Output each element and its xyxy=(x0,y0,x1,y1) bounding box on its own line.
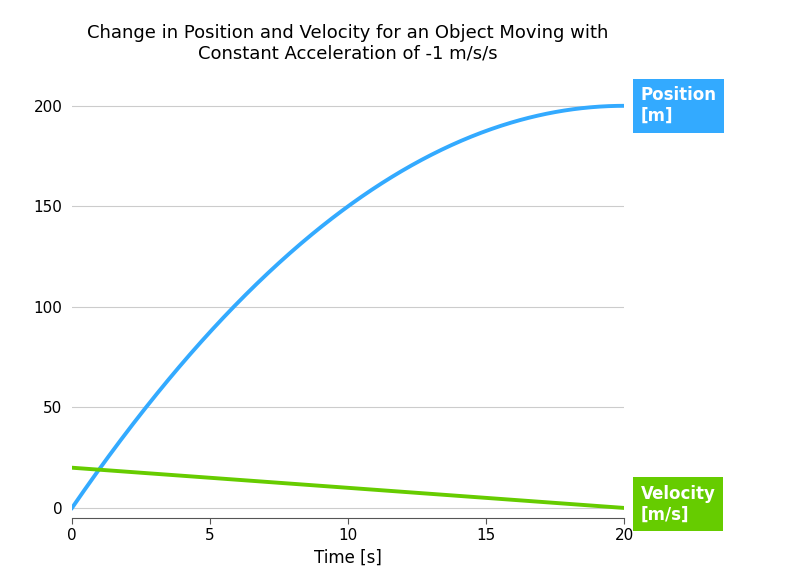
X-axis label: Time [s]: Time [s] xyxy=(314,549,382,567)
Text: Position
[m]: Position [m] xyxy=(641,86,717,125)
Title: Change in Position and Velocity for an Object Moving with
Constant Acceleration : Change in Position and Velocity for an O… xyxy=(87,24,609,63)
Text: Velocity
[m/s]: Velocity [m/s] xyxy=(641,484,715,523)
